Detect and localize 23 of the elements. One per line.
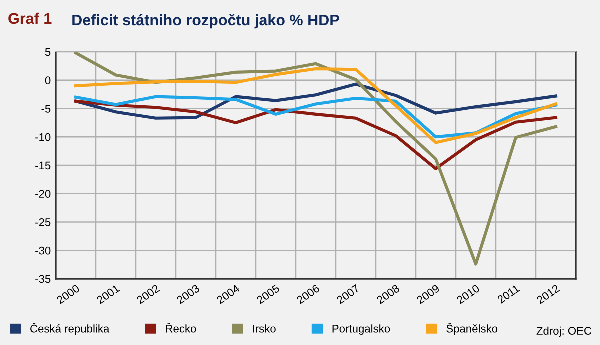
legend-label: Španělsko — [446, 322, 498, 335]
line-series — [74, 95, 558, 139]
x-tick-label: 2011 — [497, 284, 520, 304]
y-tick-label: -10 — [36, 133, 51, 142]
line-series — [74, 67, 558, 144]
y-tick-label: -35 — [36, 275, 51, 284]
y-tick-label: -25 — [36, 218, 51, 226]
y-tick-label: 0 — [45, 76, 51, 85]
y-tick-label: -15 — [36, 162, 51, 170]
text: Graf 1 — [8, 12, 52, 24]
line-series — [74, 82, 558, 120]
y-tick-label: -5 — [42, 105, 51, 113]
line-series — [74, 52, 558, 266]
line-series — [74, 100, 558, 170]
y-tick-label: -20 — [36, 190, 51, 198]
legend-label: Česká republika — [30, 322, 110, 335]
chart-title: Deficit státniho rozpočtu jako % HDP — [72, 14, 340, 29]
text: Zdroj: OEC — [536, 326, 592, 338]
y-tick-label: 5 — [45, 48, 51, 56]
y-tick-label: -30 — [36, 246, 51, 255]
legend-label: Portugalsko — [332, 324, 390, 335]
legend-label: Řecko — [166, 322, 196, 333]
legend-label: Irsko — [253, 324, 276, 333]
